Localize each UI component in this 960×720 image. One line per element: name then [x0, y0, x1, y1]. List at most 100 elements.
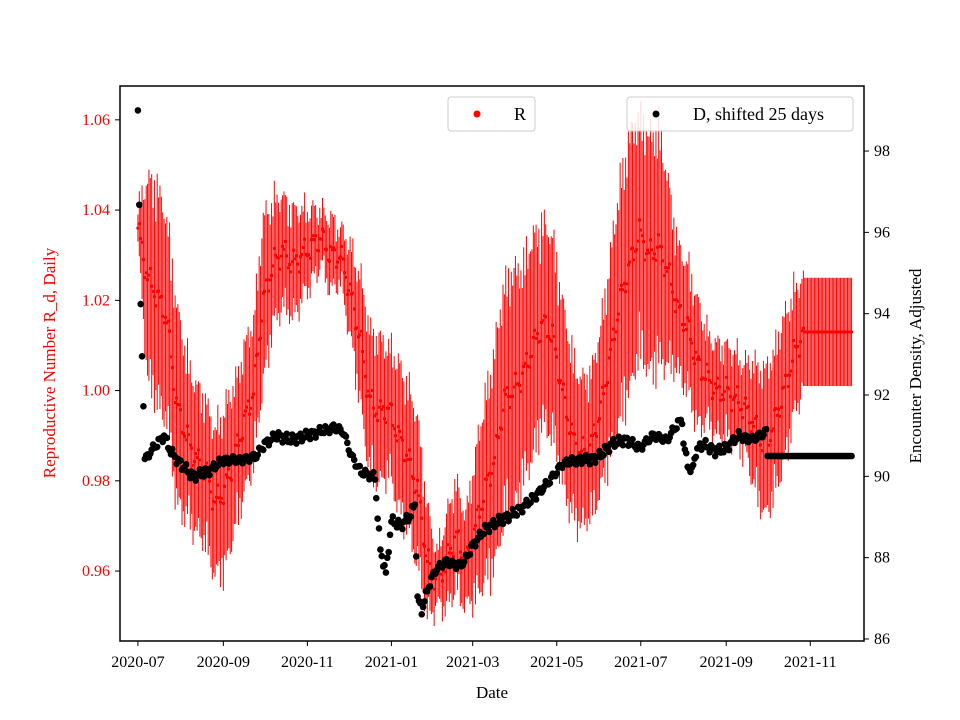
- r-point: [371, 406, 376, 410]
- r-point: [679, 303, 683, 308]
- d-point: [572, 461, 580, 468]
- r-point: [475, 508, 479, 512]
- d-point: [371, 476, 379, 483]
- r-point: [562, 382, 566, 386]
- r-point: [533, 328, 537, 332]
- r-point: [588, 443, 592, 447]
- r-point: [399, 435, 403, 440]
- r-point: [530, 354, 534, 358]
- r-point: [513, 371, 518, 375]
- r-point: [719, 398, 723, 402]
- r-point: [374, 412, 378, 416]
- r-point: [457, 529, 461, 533]
- r-point: [449, 546, 453, 550]
- r-point: [500, 427, 504, 431]
- r-point: [790, 359, 794, 363]
- left-tick-label: 1.06: [82, 112, 110, 129]
- r-point: [154, 304, 158, 308]
- r-point: [553, 347, 557, 351]
- r-point: [192, 459, 196, 464]
- d-point: [509, 505, 516, 513]
- r-point: [366, 389, 370, 393]
- r-point: [294, 254, 298, 258]
- r-point: [600, 385, 604, 389]
- right-tick-label: 94: [874, 306, 890, 323]
- r-point: [692, 362, 697, 366]
- r-point: [746, 404, 750, 409]
- r-point: [635, 248, 639, 252]
- r-point: [416, 478, 420, 482]
- d-point: [702, 436, 709, 444]
- d-point: [407, 513, 415, 520]
- r-point: [767, 443, 771, 447]
- r-point: [271, 264, 275, 268]
- d-point: [134, 107, 142, 114]
- d-point: [753, 436, 760, 443]
- r-point: [425, 559, 429, 563]
- r-point: [608, 347, 613, 352]
- r-point: [517, 383, 522, 388]
- r-point: [352, 307, 356, 311]
- left-tick-label: 0.96: [82, 563, 110, 580]
- legend-d-marker: [652, 110, 660, 118]
- d-point: [421, 598, 428, 605]
- r-point: [632, 258, 636, 262]
- r-point: [706, 369, 710, 374]
- r-point: [683, 322, 687, 327]
- d-point: [689, 461, 697, 469]
- d-point: [678, 420, 686, 428]
- r-point: [523, 361, 527, 365]
- r-point: [252, 392, 256, 396]
- r-point: [472, 527, 476, 531]
- r-point: [283, 239, 287, 244]
- r-point: [245, 405, 249, 409]
- r-point: [723, 389, 727, 393]
- d-point: [519, 508, 526, 516]
- r-point: [187, 433, 191, 437]
- r-point: [316, 249, 320, 253]
- r-point: [169, 355, 173, 359]
- r-point: [602, 392, 606, 396]
- right-tick-label: 92: [874, 387, 890, 404]
- r-point: [643, 258, 647, 262]
- x-tick-label: 2020-07: [111, 654, 164, 671]
- d-point: [419, 603, 427, 611]
- r-point: [447, 551, 451, 555]
- r-point: [644, 252, 648, 256]
- r-point: [599, 400, 603, 404]
- r-point: [555, 355, 559, 359]
- r-point: [188, 443, 192, 447]
- d-point: [344, 439, 351, 447]
- x-tick-label: 2021-05: [530, 654, 583, 671]
- r-point: [676, 299, 680, 304]
- r-point: [195, 456, 199, 460]
- r-point: [563, 395, 567, 399]
- r-point: [556, 378, 560, 383]
- r-point: [648, 238, 653, 242]
- r-point: [282, 247, 286, 251]
- left-tick-label: 0.98: [82, 473, 110, 490]
- d-point: [192, 477, 200, 484]
- r-point: [493, 456, 497, 460]
- left-y-axis: 0.96 0.98 1.00 1.02 1.04 1.06: [82, 112, 120, 580]
- r-point: [194, 451, 198, 456]
- r-point: [850, 330, 854, 334]
- d-point: [720, 448, 727, 456]
- r-point: [243, 409, 247, 413]
- r-point: [713, 382, 717, 386]
- r-point: [166, 319, 170, 323]
- right-tick-label: 86: [874, 631, 890, 648]
- d-point: [220, 460, 227, 468]
- r-point: [162, 321, 166, 325]
- r-point: [241, 436, 245, 441]
- left-tick-label: 1.00: [82, 383, 110, 400]
- r-point: [400, 438, 405, 442]
- r-point: [622, 281, 626, 285]
- d-point: [279, 439, 286, 446]
- x-tick-label: 2021-09: [700, 654, 753, 671]
- r-point: [505, 386, 509, 390]
- r-point: [670, 290, 675, 294]
- r-point: [497, 436, 501, 440]
- r-point: [207, 479, 212, 483]
- r-point: [395, 439, 399, 443]
